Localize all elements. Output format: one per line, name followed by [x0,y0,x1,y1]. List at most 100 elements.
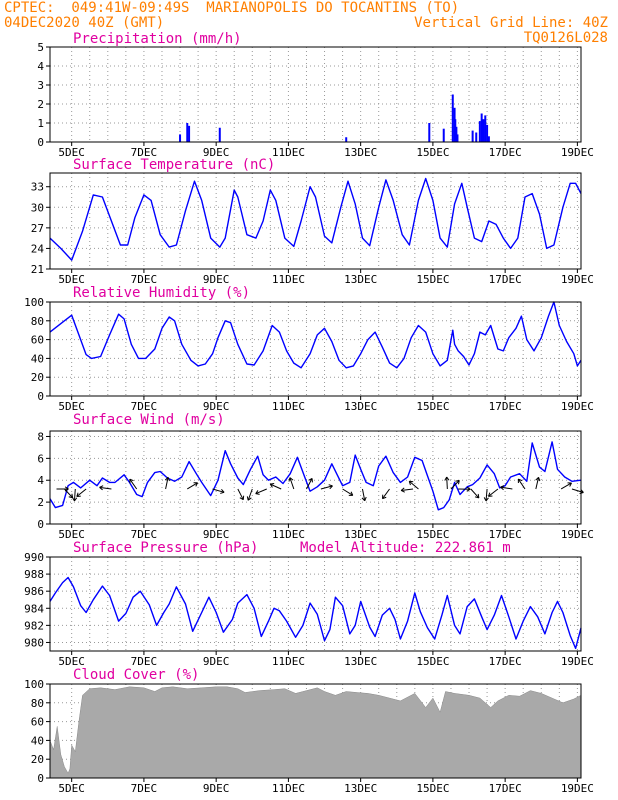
wind-arrow-head [408,480,414,486]
wind-arrow-shaft [187,482,198,490]
precipitation-xtick-label: 17DEC [489,146,522,159]
cloud-ytick-label: 40 [31,734,44,747]
wind-arrow-head [535,476,541,482]
precipitation-xtick-label: 7DEC [131,146,158,159]
pressure-ytick-label: 988 [24,568,44,581]
precipitation-bar [428,123,431,142]
humidity-frame [49,301,582,397]
wind-arrow-head [328,484,333,490]
wind-arrow-head [269,483,275,488]
precipitation-bar [475,132,478,142]
precipitation-bar [442,128,445,142]
wind-arrow-shaft [64,488,73,499]
wind-arrow-head [381,494,387,500]
cloud-xtick-label: 11DEC [272,782,305,795]
precipitation-ytick-label: 4 [37,60,44,73]
precipitation-bar [188,125,191,142]
wind-arrow-shaft [401,488,414,491]
pressure-xtick-label: 13DEC [344,655,377,668]
wind-arrow-shaft [382,488,390,499]
wind-arrow-shaft [247,488,253,501]
wind-arrow-shaft [450,480,460,490]
precipitation-xtick-label: 19DEC [561,146,594,159]
precipitation-bar [454,119,457,142]
wind-arrow-shaft [485,488,488,501]
wind-xtick-label: 13DEC [344,528,377,541]
temperature-ytick-label: 33 [31,181,44,194]
wind-arrow-head [239,495,245,501]
humidity-ytick-label: 0 [37,390,44,403]
temperature-xtick-label: 5DEC [58,273,85,286]
pressure-xtick-label: 17DEC [489,655,522,668]
wind-ytick-label: 0 [37,518,44,531]
wind-arrow-head [129,478,134,484]
temperature-xtick-label: 13DEC [344,273,377,286]
humidity-xtick-label: 9DEC [203,400,230,413]
humidity-xtick-label: 11DEC [272,400,305,413]
run-date: 04DEC2020 40Z (GMT) [4,15,165,31]
wind-arrow-shaft [500,486,513,490]
humidity-line [49,301,582,369]
wind-xtick-label: 9DEC [203,528,230,541]
pressure-xtick-label: 11DEC [272,655,305,668]
wind-arrow-head [517,478,523,484]
precipitation-bar [478,121,481,142]
precipitation-ytick-label: 3 [37,79,44,92]
temperature-ytick-label: 30 [31,201,44,214]
temperature-ytick-label: 27 [31,222,44,235]
wind-xtick-label: 19DEC [561,528,594,541]
wind-arrow-head [487,492,493,497]
precipitation-bar [487,136,490,142]
wind-arrow-head [466,486,471,492]
wind-arrow-head [444,476,450,481]
wind-arrow-shaft [129,478,138,490]
wind-arrow-shaft [342,488,354,496]
precipitation-ytick-label: 1 [37,117,44,130]
pressure-panel: Surface Pressure (hPa) Model Altitude: 22… [24,540,594,668]
humidity-panel: Relative Humidity (%) 0 20 40 60 80 100 5DEC 7DE… [24,285,594,413]
pressure-ytick-label: 980 [24,636,44,649]
cloud-xtick-label: 9DEC [203,782,230,795]
precipitation-bar [486,124,489,142]
wind-arrow-head [348,491,354,496]
cloud-xtick-label: 17DEC [489,782,522,795]
wind-arrow-shaft [361,488,366,501]
wind-arrow-head [400,487,405,493]
temperature-frame [49,172,582,270]
wind-arrow-shaft [270,483,282,490]
cloud-ytick-label: 60 [31,716,44,729]
cloud-area [49,686,582,779]
humidity-xtick-label: 7DEC [131,400,158,413]
wind-frame [49,430,582,525]
precipitation-xtick-label: 5DEC [58,146,85,159]
precipitation-bar [179,134,182,142]
wind-arrow-head [308,477,313,483]
wind-arrow-shaft [255,488,267,495]
wind-arrow-shaft [560,482,572,490]
wind-arrow-head [193,482,198,487]
temperature-xtick-label: 11DEC [272,273,305,286]
wind-arrow-head [361,496,367,502]
temperature-xtick-label: 9DEC [203,273,230,286]
precipitation-xtick-label: 11DEC [272,146,305,159]
precipitation-bar [186,123,189,142]
wind-title: Surface Wind (m/s) [73,412,225,428]
cloud-xtick-label: 13DEC [344,782,377,795]
temperature-ytick-label: 24 [31,242,45,255]
wind-xtick-label: 17DEC [489,528,522,541]
wind-xtick-label: 11DEC [272,528,305,541]
pressure-title: Surface Pressure (hPa) [73,540,258,556]
wind-arrow-shaft [517,478,526,490]
wind-arrow-shaft [289,477,295,490]
temperature-xtick-label: 17DEC [489,273,522,286]
cloud-ytick-label: 80 [31,697,44,710]
precipitation-bar [480,113,483,142]
wind-arrow-shaft [99,486,112,490]
cloud-xtick-label: 19DEC [561,782,594,795]
precipitation-title: Precipitation (mm/h) [73,31,242,47]
wind-ytick-label: 2 [37,496,44,509]
humidity-ytick-label: 100 [24,296,44,309]
wind-arrow-head [483,497,489,502]
humidity-xtick-label: 15DEC [416,400,449,413]
cloud-title: Cloud Cover (%) [73,667,199,683]
